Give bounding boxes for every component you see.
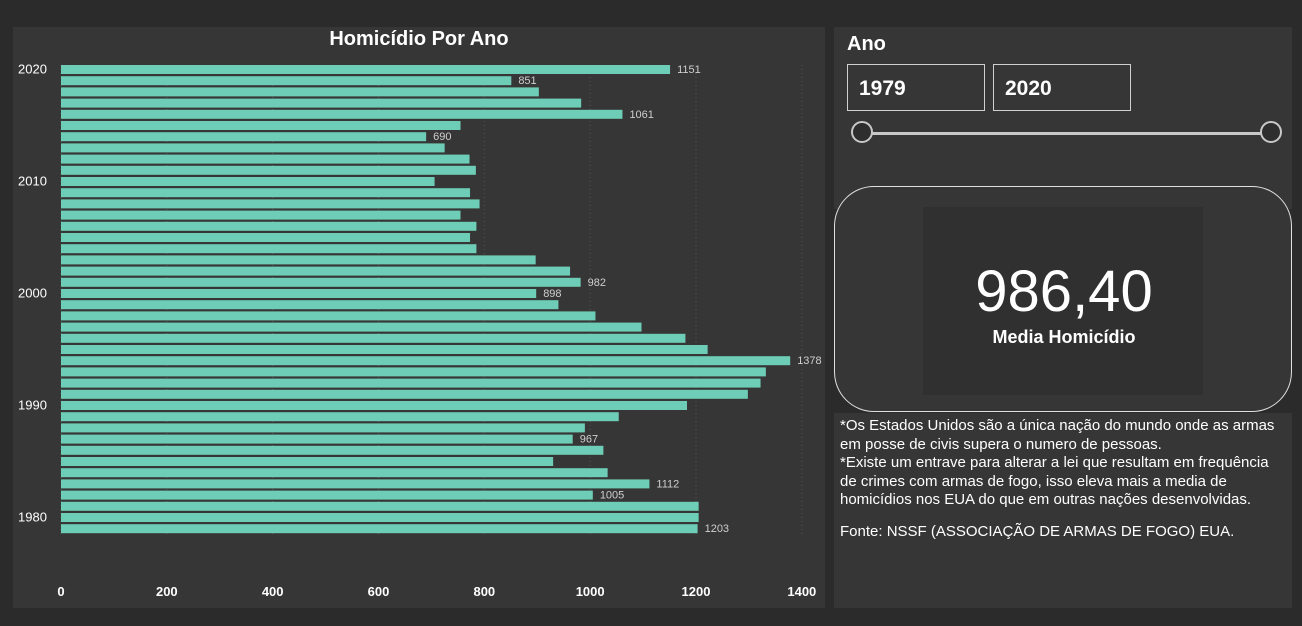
bar-2013[interactable]	[61, 143, 445, 153]
bar-1998[interactable]	[61, 311, 596, 321]
bar-1986[interactable]	[61, 445, 604, 455]
bar-2019[interactable]	[61, 76, 512, 86]
bar-1993[interactable]	[61, 367, 766, 377]
bar-2008[interactable]	[61, 199, 480, 209]
x-tick-label-1200: 1200	[682, 584, 711, 599]
bar-1987[interactable]	[61, 434, 573, 444]
notes-panel: *Os Estados Unidos são a única nação do …	[834, 413, 1292, 608]
data-label-2000: 898	[543, 288, 561, 300]
year-slider-end-handle[interactable]	[1260, 121, 1282, 143]
bar-1983[interactable]	[61, 479, 650, 489]
bar-2016[interactable]	[61, 109, 623, 119]
bar-1997[interactable]	[61, 322, 642, 332]
data-label-2014: 690	[433, 131, 451, 143]
kpi-value: 986,40	[975, 259, 1153, 324]
kpi-label: Media Homicídio	[992, 327, 1136, 347]
y-tick-label-1990: 1990	[18, 398, 47, 413]
bar-2001[interactable]	[61, 277, 581, 287]
bar-2014[interactable]	[61, 132, 427, 142]
bar-1980[interactable]	[61, 513, 699, 522]
bar-2010[interactable]	[61, 177, 435, 186]
y-tick-label-2020: 2020	[18, 62, 47, 77]
data-label-2001: 982	[588, 277, 606, 289]
x-tick-label-400: 400	[262, 584, 284, 599]
end-year-input[interactable]: 2020	[993, 64, 1131, 111]
notes-text: *Os Estados Unidos são a única nação do …	[840, 417, 1280, 541]
note-line-2: *Existe um entrave para alterar a lei qu…	[840, 454, 1269, 508]
source-note: Fonte: NSSF (ASSOCIAÇÃO DE ARMAS DE FOGO…	[840, 522, 1235, 540]
bar-2012[interactable]	[61, 154, 470, 164]
bar-2000[interactable]	[61, 289, 537, 298]
bar-2017[interactable]	[61, 98, 582, 108]
data-label-1983: 1112	[656, 478, 679, 490]
bar-1990[interactable]	[61, 401, 688, 410]
x-tick-label-1400: 1400	[787, 584, 816, 599]
bar-2018[interactable]	[61, 87, 539, 97]
bar-2015[interactable]	[61, 121, 461, 130]
bar-1995[interactable]	[61, 345, 708, 354]
x-tick-label-200: 200	[156, 584, 178, 599]
kpi-card: 986,40 Media Homicídio	[834, 186, 1292, 412]
bar-1985[interactable]	[61, 457, 554, 466]
bar-2020[interactable]	[61, 65, 671, 74]
data-label-1987: 967	[580, 434, 598, 446]
y-tick-label-1980: 1980	[18, 510, 47, 525]
bar-1994[interactable]	[61, 356, 791, 366]
chart-title: Homicídio Por Ano	[329, 28, 509, 50]
start-year-input[interactable]: 1979	[847, 64, 985, 111]
bar-1981[interactable]	[61, 501, 699, 511]
year-filter-panel: Ano 1979 2020	[834, 27, 1292, 209]
note-line-1: *Os Estados Unidos são a única nação do …	[840, 417, 1275, 453]
year-slider-start-handle[interactable]	[851, 121, 873, 143]
bar-1996[interactable]	[61, 333, 686, 343]
x-tick-label-0: 0	[57, 584, 64, 599]
bar-1982[interactable]	[61, 490, 593, 500]
data-label-1982: 1005	[600, 490, 624, 502]
bar-2003[interactable]	[61, 255, 536, 265]
data-label-1994: 1378	[797, 355, 821, 367]
kpi-card-inner	[923, 207, 1203, 395]
x-tick-label-800: 800	[473, 584, 495, 599]
x-tick-label-600: 600	[368, 584, 390, 599]
bar-1999[interactable]	[61, 300, 559, 310]
data-label-2019: 851	[518, 75, 536, 87]
bar-2006[interactable]	[61, 221, 477, 231]
y-tick-label-2000: 2000	[18, 286, 47, 301]
bar-2002[interactable]	[61, 266, 571, 276]
bar-2004[interactable]	[61, 244, 477, 254]
bar-1991[interactable]	[61, 389, 748, 399]
bar-2011[interactable]	[61, 165, 476, 175]
bar-1988[interactable]	[61, 423, 585, 433]
y-tick-label-2010: 2010	[18, 174, 47, 189]
bar-2009[interactable]	[61, 188, 471, 198]
bar-2005[interactable]	[61, 233, 471, 242]
data-label-2020: 1151	[677, 64, 701, 76]
year-slider-track[interactable]	[862, 132, 1272, 135]
bar-1979[interactable]	[61, 524, 698, 534]
filter-label: Ano	[847, 33, 886, 55]
bar-1989[interactable]	[61, 412, 619, 422]
bar-2007[interactable]	[61, 210, 461, 220]
bar-1992[interactable]	[61, 378, 761, 388]
data-label-1979: 1203	[705, 523, 729, 535]
chart-panel: 0 200 400 600 800 1000 1200 1400 1151 2020 851 1061…	[13, 27, 825, 608]
bar-1984[interactable]	[61, 468, 608, 478]
x-tick-label-1000: 1000	[576, 584, 605, 599]
data-label-2016: 1061	[629, 109, 653, 121]
homicide-bar-chart: 0 200 400 600 800 1000 1200 1400 1151 2020 851 1061…	[18, 62, 822, 600]
